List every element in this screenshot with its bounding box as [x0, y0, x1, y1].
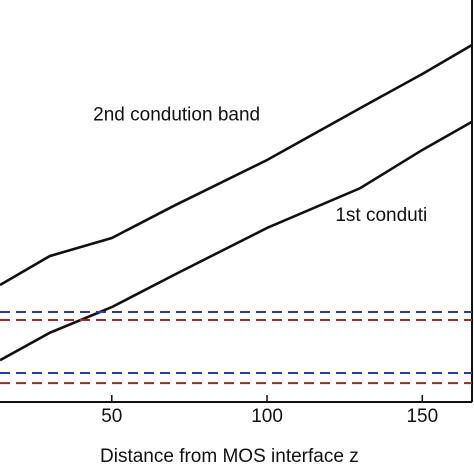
annotation: 1st conduti: [335, 205, 427, 226]
band-curve: [0, 120, 473, 362]
x-axis-label: Distance from MOS interface z: [100, 446, 359, 467]
x-tick-label: 150: [406, 406, 438, 427]
x-tick-label: 100: [251, 406, 283, 427]
x-tick-label: 50: [101, 406, 122, 427]
band-curve: [0, 43, 473, 287]
annotation: 2nd condution band: [93, 105, 260, 126]
